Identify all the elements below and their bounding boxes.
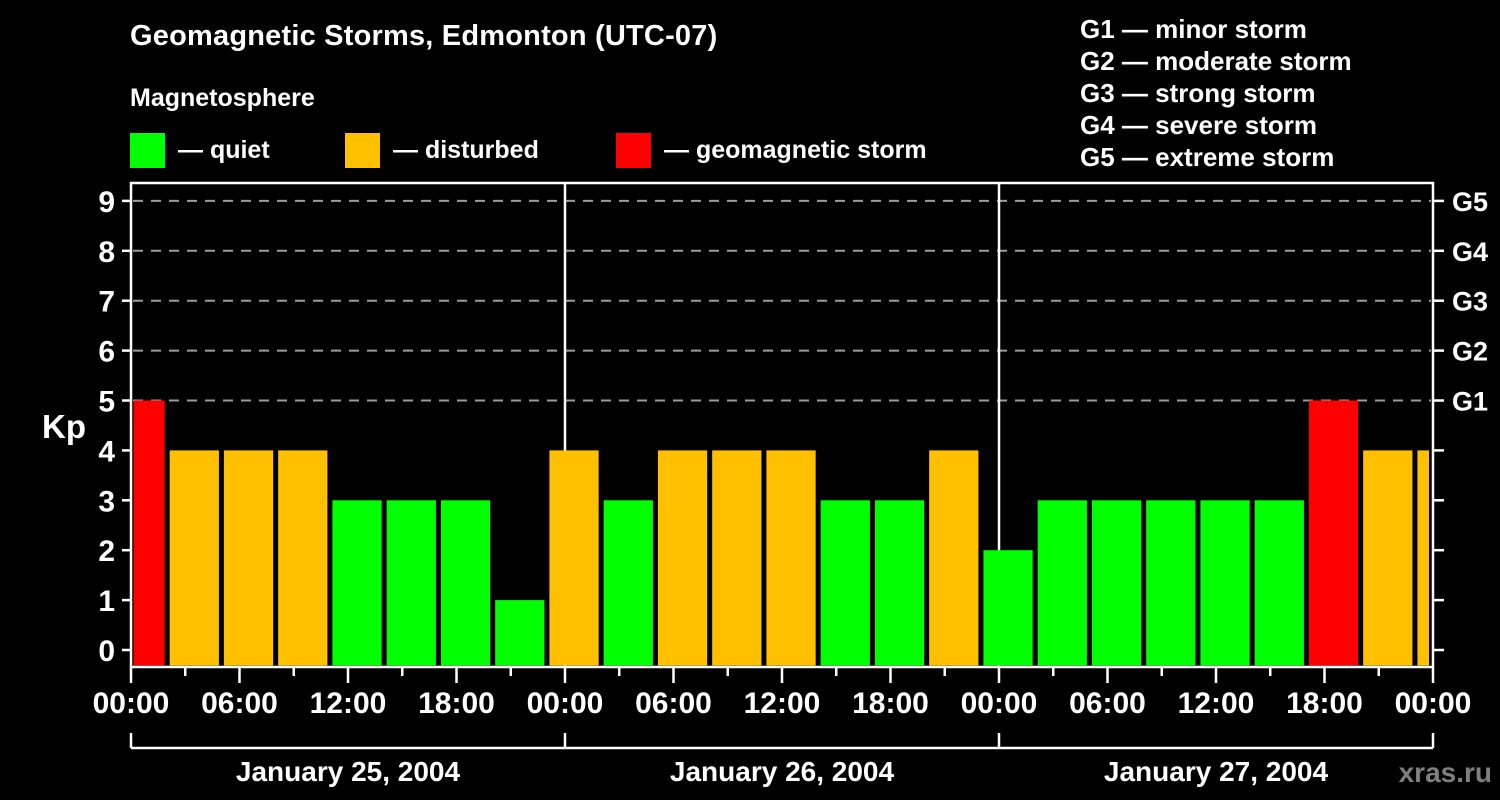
storm-scale-legend: G1 — minor storm G2 — moderate storm G3 … [1080, 13, 1352, 173]
kp-bar [1308, 400, 1359, 666]
legend-item-quiet: — quiet [130, 133, 270, 168]
x-tick-label: 00:00 [93, 687, 170, 720]
kp-bar [1091, 500, 1142, 666]
storm-color-swatch [616, 133, 651, 168]
x-tick-label: 18:00 [418, 687, 495, 720]
kp-bar [495, 600, 545, 666]
kp-bar [983, 550, 1033, 666]
g1-legend-line: G1 — minor storm [1080, 14, 1307, 44]
kp-bar [1417, 450, 1429, 666]
kp-bar [820, 500, 870, 666]
y-axis-label: Kp [42, 408, 86, 445]
y-tick-label: 7 [98, 286, 115, 319]
legend-label-quiet: — quiet [178, 136, 270, 164]
g-scale-tick-label: G4 [1452, 237, 1488, 267]
y-tick-label: 1 [98, 585, 115, 618]
kp-bar [440, 500, 491, 666]
g-scale-tick-label: G5 [1452, 187, 1488, 217]
kp-bar [1200, 500, 1250, 666]
date-label-jan27: January 27, 2004 [1103, 756, 1329, 787]
kp-bar [1037, 500, 1087, 666]
legend-label-disturbed: — disturbed [393, 136, 539, 164]
date-label-jan26: January 26, 2004 [669, 756, 895, 787]
kp-bar [603, 500, 653, 666]
kp-bar [1146, 500, 1196, 666]
kp-bar [549, 450, 599, 666]
magnetosphere-subtitle: Magnetosphere [130, 84, 315, 112]
x-tick-label: 06:00 [1069, 687, 1146, 720]
plot-frame [129, 181, 1435, 669]
kp-bar [1254, 500, 1304, 666]
x-tick-label: 18:00 [1286, 687, 1363, 720]
x-tick-label: 12:00 [310, 687, 387, 720]
disturbed-color-swatch [345, 133, 380, 168]
y-tick-label: 8 [98, 236, 115, 269]
x-tick-label: 00:00 [1395, 687, 1472, 720]
y-tick-label: 5 [98, 386, 115, 419]
date-label-jan25: January 25, 2004 [235, 756, 461, 787]
g-scale-tick-label: G2 [1452, 337, 1488, 367]
kp-bar [874, 500, 925, 666]
kp-bar [657, 450, 708, 666]
page-title: Geomagnetic Storms, Edmonton (UTC-07) [130, 20, 718, 52]
g-scale-tick-label: G1 [1452, 387, 1488, 417]
x-tick-label: 12:00 [1178, 687, 1255, 720]
g5-legend-line: G5 — extreme storm [1080, 142, 1335, 172]
kp-bar [133, 400, 165, 666]
kp-bar [278, 450, 328, 666]
y-tick-label: 9 [98, 186, 115, 219]
kp-bar [169, 450, 219, 666]
legend-item-storm: — geomagnetic storm [616, 133, 927, 168]
kp-bar [1363, 450, 1413, 666]
legend-item-disturbed: — disturbed [345, 133, 539, 168]
x-tick-label: 00:00 [527, 687, 604, 720]
x-tick-label: 00:00 [961, 687, 1038, 720]
x-tick-label: 12:00 [744, 687, 821, 720]
g4-legend-line: G4 — severe storm [1080, 110, 1318, 140]
g2-legend-line: G2 — moderate storm [1080, 46, 1352, 76]
kp-bar [332, 500, 382, 666]
y-tick-label: 3 [98, 485, 115, 518]
kp-bar [929, 450, 979, 666]
y-tick-label: 0 [98, 635, 115, 668]
kp-bar [712, 450, 762, 666]
x-tick-label: 06:00 [635, 687, 712, 720]
y-tick-label: 6 [98, 336, 115, 369]
y-tick-label: 2 [98, 535, 115, 568]
kp-bar [386, 500, 436, 666]
x-tick-label: 18:00 [852, 687, 929, 720]
y-tick-label: 4 [98, 435, 115, 468]
xras-watermark: xras.ru [1398, 757, 1492, 788]
g-scale-tick-label: G3 [1452, 287, 1488, 317]
legend-label-storm: — geomagnetic storm [664, 136, 927, 164]
g3-legend-line: G3 — strong storm [1080, 78, 1316, 108]
kp-bar [223, 450, 274, 666]
kp-bar [766, 450, 816, 666]
x-tick-label: 06:00 [201, 687, 278, 720]
quiet-color-swatch [130, 133, 165, 168]
